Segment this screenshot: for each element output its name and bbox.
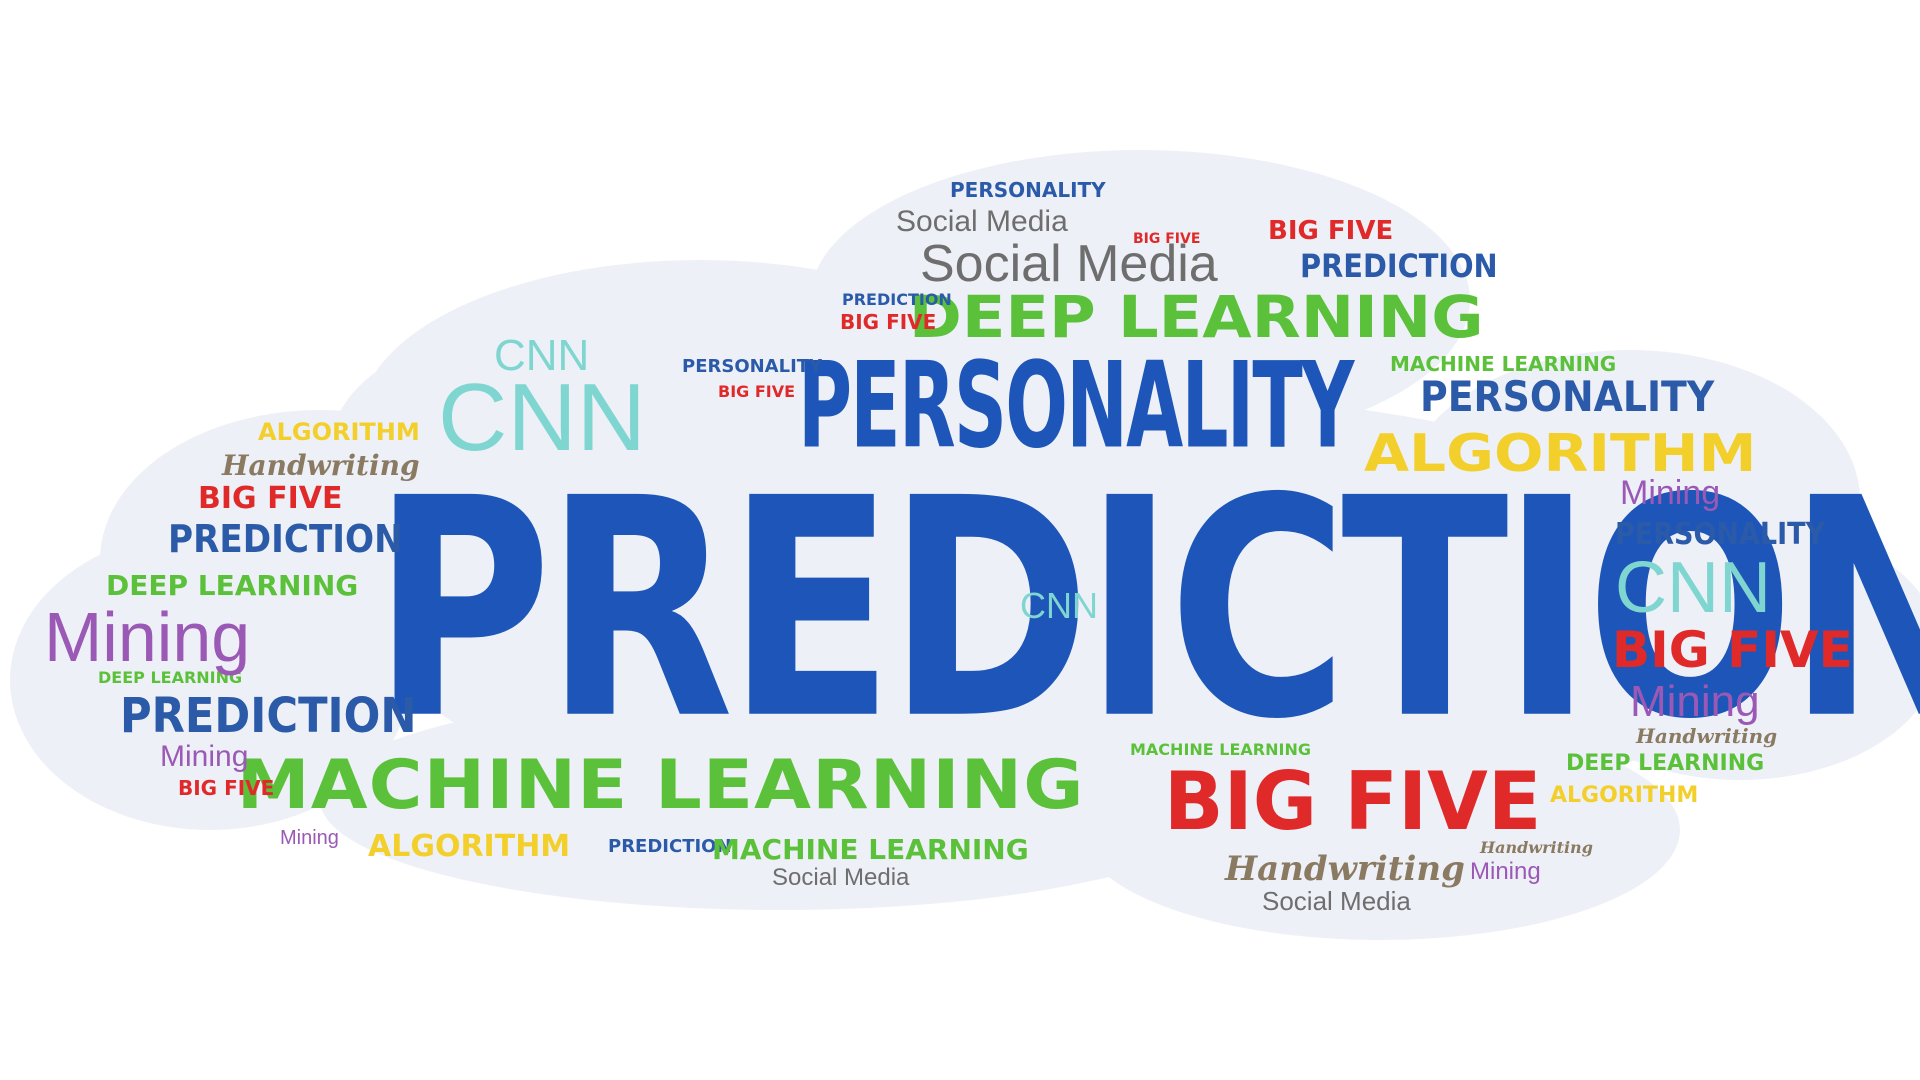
word-prediction-main: PREDICTION [372,435,1920,787]
word-prediction-left1: PREDICTION [168,517,403,561]
word-machine-learning-big: MACHINE LEARNING [236,746,1085,825]
word-big-five-small4: BIG FIVE [718,382,796,401]
word-personality-right: PERSONALITY [1420,372,1715,421]
word-handwriting-left: Handwriting [222,449,420,482]
word-deep-learning-small: DEEP LEARNING [98,668,243,687]
word-mining-left: Mining [44,598,251,676]
word-social-media-bottom: Social Media [772,864,910,891]
word-prediction-top: PREDICTION [1300,247,1498,285]
word-prediction-small2: PREDICTION [842,290,952,309]
word-handwriting-right: Handwriting [1636,724,1778,748]
word-cnn-mid: CNN [1020,585,1098,626]
word-big-five-left: BIG FIVE [198,481,343,516]
word-social-media-mid: Social Media [896,205,1068,238]
word-mining-bottom: Mining [280,827,339,849]
word-machine-learning-top: MACHINE LEARNING [1390,352,1617,376]
word-algorithm-left: ALGORITHM [258,418,420,446]
word-cnn-right: CNN [1615,548,1771,628]
word-machine-learning-bottom: MACHINE LEARNING [712,833,1029,866]
word-deep-learning-right: DEEP LEARNING [1566,751,1765,776]
word-big-five-small3: BIG FIVE [1133,231,1201,247]
word-handwriting-top: Handwriting [1480,838,1593,857]
word-personality-top: PERSONALITY [950,178,1106,202]
word-handwriting-bottom: Handwriting [1225,849,1465,889]
word-algorithm-right: ALGORITHM [1363,424,1757,484]
word-big-five-right: BIG FIVE [1612,621,1853,679]
word-big-five-big: BIG FIVE [1163,755,1542,848]
word-prediction-small1: PREDICTION [608,836,732,857]
word-algorithm-bottom: ALGORITHM [368,829,571,864]
word-big-five-small1: BIG FIVE [840,310,937,334]
word-social-media-big: Social Media [920,235,1218,293]
word-personality-small: PERSONALITY [682,356,823,377]
word-prediction-left2: PREDICTION [120,688,417,744]
word-mining-br: Mining [1470,858,1541,885]
word-big-five-top: BIG FIVE [1268,216,1394,246]
word-mining-right2: Mining [1630,677,1760,726]
word-social-media-bottom2: Social Media [1262,886,1411,916]
word-deep-learning-big: DEEP LEARNING [908,283,1484,351]
word-mining-right1: Mining [1620,474,1721,512]
word-personality-right2: PERSONALITY [1615,517,1826,552]
word-machine-learning-small: MACHINE LEARNING [1130,740,1311,759]
word-deep-learning-left: DEEP LEARNING [106,569,359,602]
word-personality-big: PERSONALITY [798,337,1354,476]
word-big-five-small2: BIG FIVE [178,776,275,800]
word-cnn-small: CNN [494,331,590,380]
word-cnn-big: CNN [438,364,646,471]
word-algorithm-br: ALGORITHM [1550,783,1699,808]
word-mining-left2: Mining [160,740,249,773]
